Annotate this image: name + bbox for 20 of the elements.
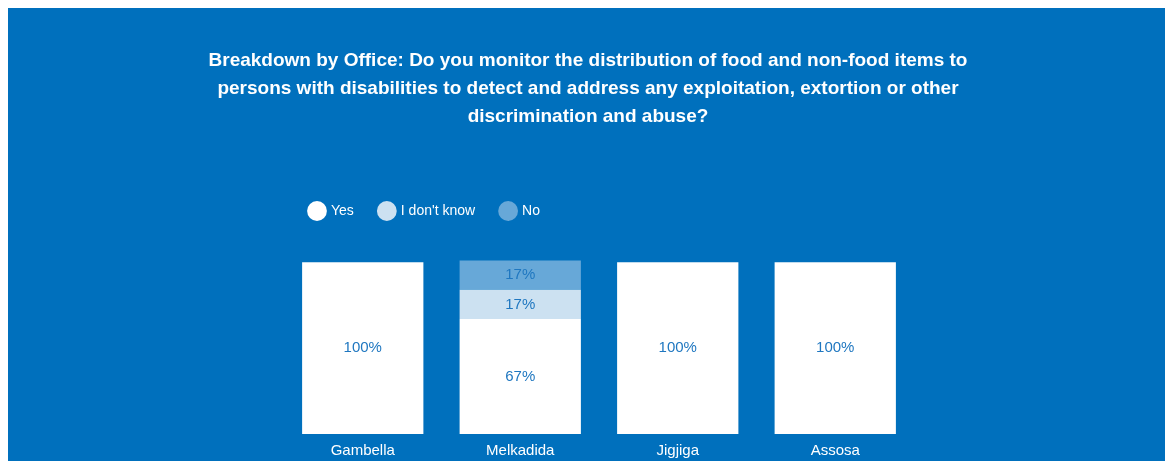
data-label: 17% bbox=[505, 265, 536, 283]
bar bbox=[459, 318, 581, 434]
x-tick-label: Jigjiga bbox=[656, 441, 700, 459]
bar bbox=[459, 289, 581, 319]
data-label: 17% bbox=[505, 294, 536, 312]
chart-title: Breakdown by Office: Do you monitor the distribution of food and non-food items to persons with disabilities to detect and address any exploitation, extortion or other discrimination and abuse? bbox=[207, 48, 969, 128]
bar bbox=[617, 262, 739, 434]
data-label: 67% bbox=[505, 366, 536, 384]
x-tick-label: Assosa bbox=[810, 441, 861, 459]
data-label: 100% bbox=[658, 338, 697, 356]
bar bbox=[302, 262, 424, 434]
legend-label: No bbox=[522, 201, 541, 218]
data-label: 100% bbox=[816, 338, 855, 356]
x-tick-label: Gambella bbox=[330, 441, 396, 459]
data-label: 100% bbox=[343, 338, 382, 356]
legend-label: I don't know bbox=[400, 201, 476, 218]
bar bbox=[459, 260, 581, 290]
x-tick-label: Melkadida bbox=[486, 441, 556, 459]
legend-label: Yes bbox=[331, 201, 354, 218]
bar bbox=[774, 262, 896, 434]
